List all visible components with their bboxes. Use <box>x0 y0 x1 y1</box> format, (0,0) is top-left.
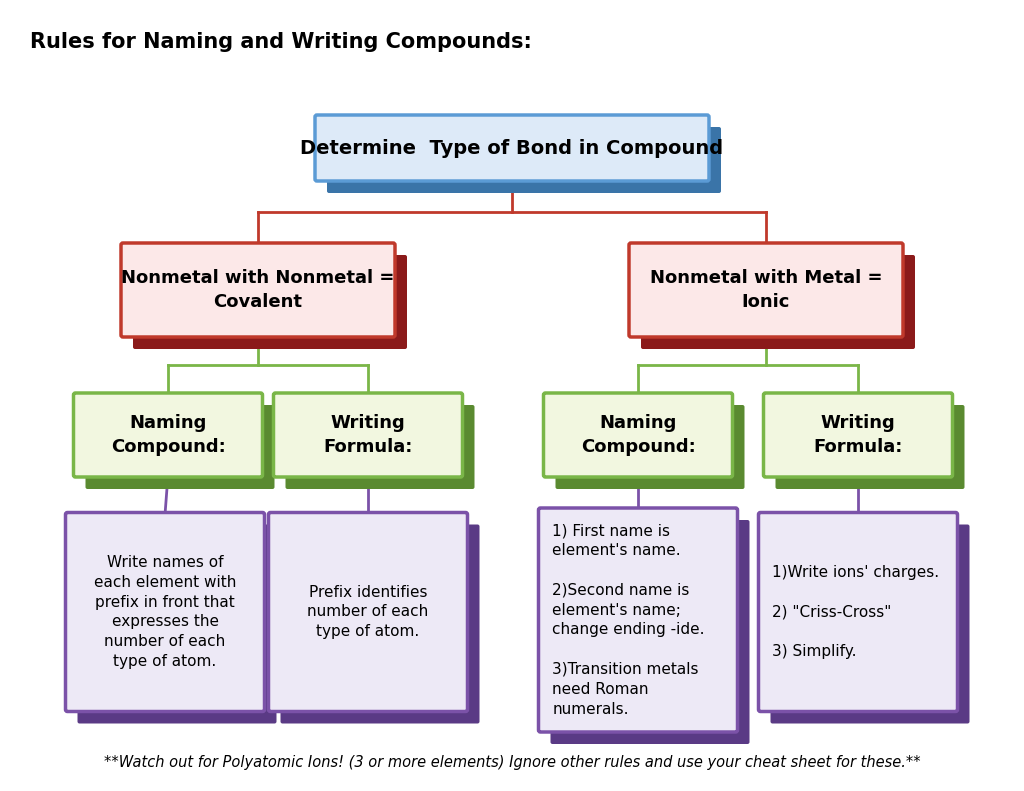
Text: **Watch out for Polyatomic Ions! (3 or more elements) Ignore other rules and use: **Watch out for Polyatomic Ions! (3 or m… <box>103 755 921 770</box>
FancyBboxPatch shape <box>770 524 970 724</box>
Text: Writing
Formula:: Writing Formula: <box>324 414 413 456</box>
FancyBboxPatch shape <box>544 393 732 477</box>
FancyBboxPatch shape <box>327 127 721 193</box>
FancyBboxPatch shape <box>273 393 463 477</box>
FancyBboxPatch shape <box>539 508 737 732</box>
Text: Nonmetal with Nonmetal =
Covalent: Nonmetal with Nonmetal = Covalent <box>121 269 394 311</box>
FancyBboxPatch shape <box>281 524 479 724</box>
FancyBboxPatch shape <box>286 405 474 489</box>
FancyBboxPatch shape <box>315 115 709 181</box>
FancyBboxPatch shape <box>78 524 276 724</box>
FancyBboxPatch shape <box>74 393 262 477</box>
Text: Rules for Naming and Writing Compounds:: Rules for Naming and Writing Compounds: <box>30 32 531 52</box>
FancyBboxPatch shape <box>121 243 395 337</box>
Text: Determine  Type of Bond in Compound: Determine Type of Bond in Compound <box>300 138 724 157</box>
FancyBboxPatch shape <box>133 255 407 349</box>
FancyBboxPatch shape <box>629 243 903 337</box>
FancyBboxPatch shape <box>641 255 915 349</box>
Text: Naming
Compound:: Naming Compound: <box>111 414 225 456</box>
FancyBboxPatch shape <box>759 513 957 711</box>
Text: Nonmetal with Metal =
Ionic: Nonmetal with Metal = Ionic <box>650 269 883 311</box>
FancyBboxPatch shape <box>551 520 750 744</box>
Text: Write names of
each element with
prefix in front that
expresses the
number of ea: Write names of each element with prefix … <box>94 555 237 669</box>
FancyBboxPatch shape <box>775 405 965 489</box>
Text: Prefix identifies
number of each
type of atom.: Prefix identifies number of each type of… <box>307 585 429 639</box>
Text: Writing
Formula:: Writing Formula: <box>813 414 903 456</box>
Text: Naming
Compound:: Naming Compound: <box>581 414 695 456</box>
FancyBboxPatch shape <box>66 513 264 711</box>
Text: 1)Write ions' charges.

2) "Criss-Cross"

3) Simplify.: 1)Write ions' charges. 2) "Criss-Cross" … <box>772 565 940 659</box>
Text: 1) First name is
element's name.

2)Second name is
element's name;
change ending: 1) First name is element's name. 2)Secon… <box>553 524 705 717</box>
FancyBboxPatch shape <box>268 513 468 711</box>
FancyBboxPatch shape <box>85 405 274 489</box>
FancyBboxPatch shape <box>555 405 744 489</box>
FancyBboxPatch shape <box>764 393 952 477</box>
